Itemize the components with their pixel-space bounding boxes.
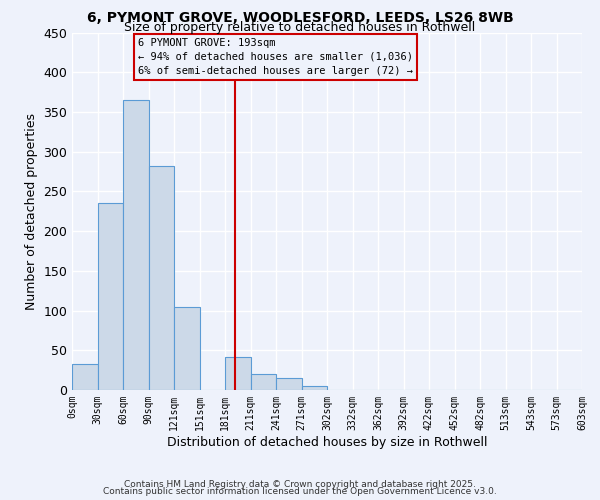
- Text: Contains HM Land Registry data © Crown copyright and database right 2025.: Contains HM Land Registry data © Crown c…: [124, 480, 476, 489]
- Bar: [225, 358, 251, 390]
- Bar: [149, 166, 174, 390]
- Bar: [72, 364, 97, 390]
- Bar: [276, 378, 302, 390]
- Bar: [123, 100, 149, 390]
- Bar: [97, 202, 123, 390]
- Text: Contains public sector information licensed under the Open Government Licence v3: Contains public sector information licen…: [103, 487, 497, 496]
- Text: Size of property relative to detached houses in Rothwell: Size of property relative to detached ho…: [124, 22, 476, 35]
- Y-axis label: Number of detached properties: Number of detached properties: [25, 113, 38, 310]
- Text: 6 PYMONT GROVE: 193sqm
← 94% of detached houses are smaller (1,036)
6% of semi-d: 6 PYMONT GROVE: 193sqm ← 94% of detached…: [139, 38, 413, 76]
- X-axis label: Distribution of detached houses by size in Rothwell: Distribution of detached houses by size …: [167, 436, 487, 448]
- Bar: [174, 306, 199, 390]
- Text: 6, PYMONT GROVE, WOODLESFORD, LEEDS, LS26 8WB: 6, PYMONT GROVE, WOODLESFORD, LEEDS, LS2…: [86, 11, 514, 25]
- Bar: [302, 386, 327, 390]
- Bar: [251, 374, 276, 390]
